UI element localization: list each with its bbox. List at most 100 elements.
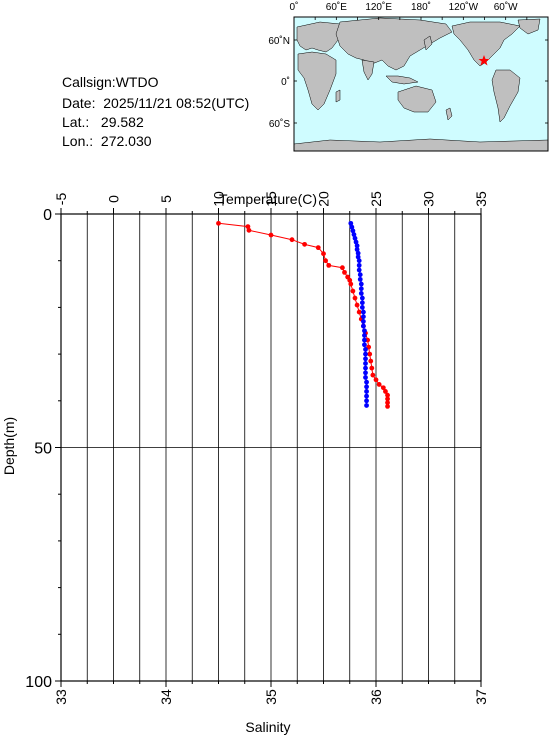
station-marker-icon: [478, 55, 490, 66]
map-longitude-label: 60˚W: [494, 1, 518, 13]
temperature-tick-label: -5: [53, 193, 69, 206]
salinity-point: [357, 276, 363, 282]
salinity-tick-label: 33: [53, 689, 69, 705]
map-latitude-label: 0˚: [281, 76, 290, 88]
salinity-point: [363, 375, 368, 380]
salinity-point: [361, 314, 366, 320]
salinity-point: [364, 403, 369, 408]
temperature-point: [348, 281, 354, 287]
salinity-point: [352, 235, 358, 241]
salinity-point: [361, 309, 366, 315]
land-greenland: [517, 18, 541, 35]
salinity-tick-label: 34: [158, 689, 174, 705]
map-longitude-label: 60˚E: [326, 1, 347, 13]
land-australia: [397, 85, 437, 113]
salinity-point: [354, 247, 360, 252]
temperature-point: [302, 241, 307, 247]
salinity-point: [362, 342, 367, 348]
temperature-point: [216, 220, 221, 226]
depth-tick-label: 50: [34, 441, 52, 458]
temperature-point: [385, 404, 390, 409]
lat-row: Lat.: 29.582: [62, 114, 144, 130]
salinity-point: [364, 384, 369, 390]
salinity-tick-label: 36: [368, 689, 384, 705]
salinity-point: [362, 328, 367, 334]
salinity-point: [350, 228, 356, 234]
salinity-point: [363, 370, 368, 376]
salinity-point: [361, 323, 366, 329]
salinity-point: [363, 365, 368, 371]
salinity-point: [363, 351, 368, 357]
salinity-point: [353, 239, 359, 245]
temperature-point: [352, 295, 358, 301]
lat-label: Lat.:: [62, 114, 90, 130]
plot-frame: [60, 213, 482, 682]
temperature-point: [380, 385, 386, 391]
temperature-tick-label: 30: [421, 191, 437, 207]
temperature-point: [385, 400, 390, 406]
temperature-point: [356, 309, 362, 315]
lat-value: 29.582: [100, 114, 144, 130]
depth-tick-label: 0: [43, 207, 52, 224]
lon-value: 272.030: [100, 133, 152, 149]
temperature-tick-label: 20: [316, 191, 332, 207]
temperature-tick-label: 5: [158, 195, 174, 203]
temperature-point: [326, 262, 332, 268]
map-ticks: 0˚ 60˚E 120˚E 180˚ 120˚W 60˚W 60˚N 0˚ 60˚S: [268, 1, 549, 130]
temperature-point: [370, 372, 376, 378]
land-madagascar: [335, 89, 341, 103]
temperature-point: [385, 392, 390, 398]
salinity-point: [359, 295, 365, 301]
temperature-point: [367, 351, 373, 357]
salinity-axis: 33 34 35 36 37: [53, 681, 489, 705]
depth-axis: 0 50 100: [25, 207, 61, 691]
date-value: 2025/11/21 08:52(UTC): [103, 95, 250, 111]
temperature-axis: -5 0 5 10 15 20 25 30 35: [53, 191, 489, 214]
salinity-point: [348, 220, 354, 226]
salinity-point: [363, 356, 368, 362]
land-indonesia: [385, 75, 419, 85]
map-longitude-label: 120˚W: [449, 1, 479, 13]
lon-label: Lon.:: [62, 133, 94, 149]
map-land: [293, 17, 549, 152]
temperature-point: [347, 277, 353, 283]
temperature-point: [385, 396, 390, 402]
temperature-point: [350, 288, 356, 294]
land-india: [361, 59, 375, 81]
salinity-point: [359, 300, 365, 306]
world-map: 0˚ 60˚E 120˚E 180˚ 120˚W 60˚W 60˚N 0˚ 60˚S: [268, 1, 549, 152]
salinity-point: [356, 262, 362, 268]
salinity-point: [356, 267, 362, 273]
salinity-point: [362, 333, 367, 338]
salinity-point: [364, 389, 369, 394]
temperature-tick-label: 0: [106, 195, 122, 203]
map-latitude-label: 60˚N: [268, 35, 290, 47]
temperature-point: [342, 269, 347, 275]
temperature-point: [321, 251, 326, 257]
salinity-point: [351, 232, 357, 237]
series-layer: [216, 220, 390, 409]
salinity-point: [355, 250, 361, 256]
grid: [61, 214, 481, 681]
land-africa: [297, 51, 337, 111]
lon-row: Lon.: 272.030: [62, 133, 152, 149]
salinity-point: [356, 258, 362, 264]
temperature-tick-label: 15: [263, 191, 279, 207]
salinity-point: [362, 337, 367, 343]
temperature-tick-label: 25: [368, 191, 384, 207]
map-longitude-label: 120˚E: [365, 1, 392, 13]
temperature-tick-label: 10: [211, 191, 227, 207]
temperature-tick-label: 35: [473, 191, 489, 207]
salinity-point: [364, 379, 369, 385]
temperature-point: [373, 377, 379, 383]
temperature-point: [354, 302, 360, 308]
land-new-zealand: [445, 107, 453, 121]
temperature-point: [268, 232, 274, 238]
depth-axis-label: Depth(m): [1, 417, 17, 475]
callsign-label: Callsign:: [62, 74, 116, 90]
salinity-point: [358, 286, 364, 292]
salinity-tick-label: 35: [263, 689, 279, 705]
salinity-point: [349, 224, 355, 230]
temperature-point: [245, 224, 251, 230]
